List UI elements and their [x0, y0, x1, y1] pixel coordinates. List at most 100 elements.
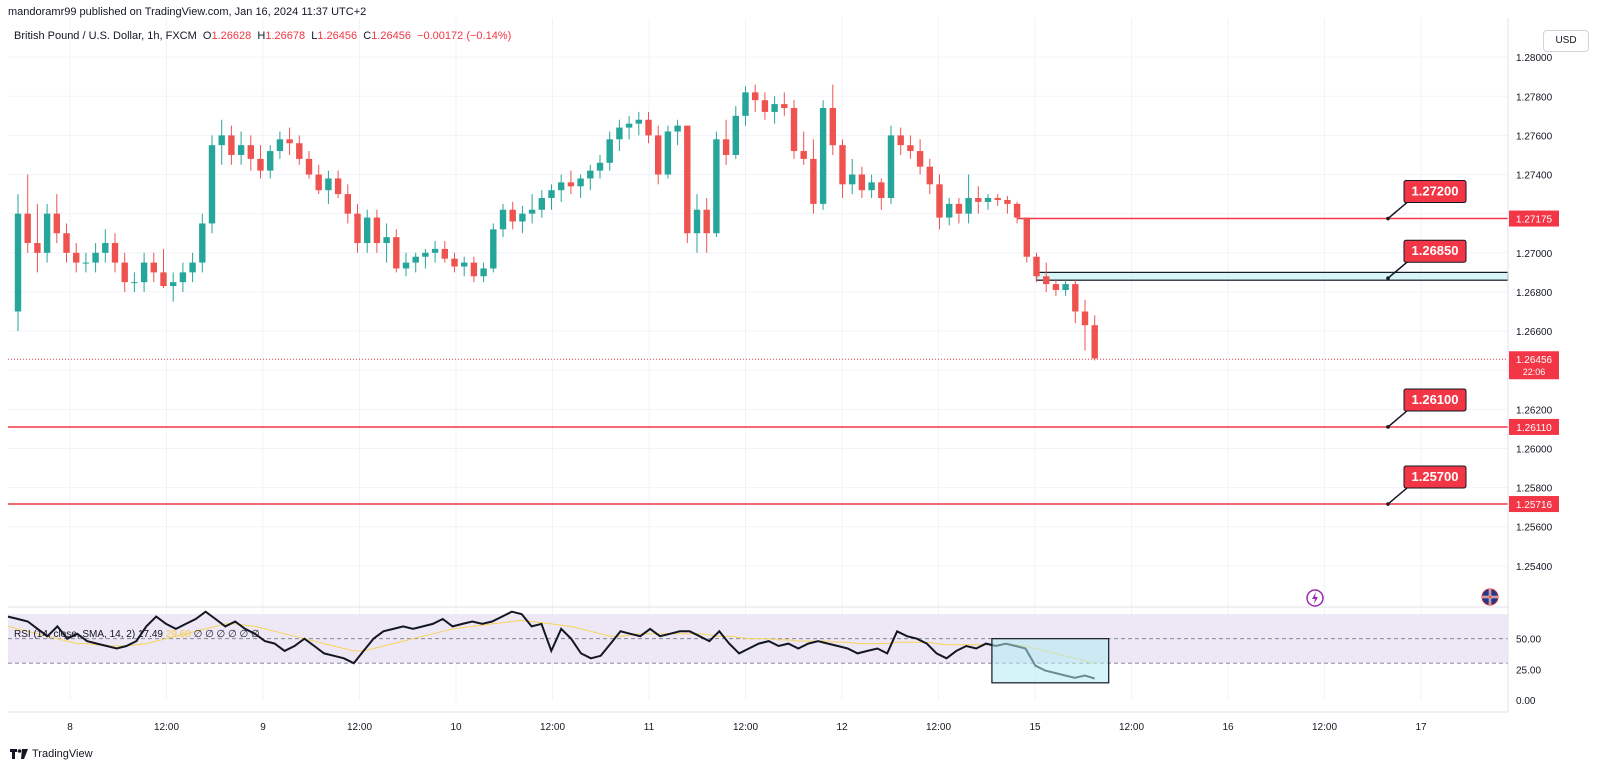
candle-body: [160, 272, 167, 287]
symbol-title: British Pound / U.S. Dollar, 1h, FXCM: [14, 30, 197, 42]
lightning-icon-ring: [1306, 589, 1324, 607]
candle-body: [955, 203, 963, 214]
y-tick-label: 1.28000: [1516, 53, 1553, 64]
candle-body: [267, 151, 274, 171]
rsi-tick-label: 25.00: [1516, 665, 1541, 676]
candle-body: [693, 209, 701, 234]
candle-body: [752, 92, 759, 101]
callout-anchor-dot: [1386, 216, 1390, 221]
candle-body: [63, 233, 70, 253]
candle-body: [499, 209, 507, 230]
open-label: O: [202, 30, 212, 42]
candle-body: [810, 158, 817, 204]
candle-body: [1052, 284, 1060, 290]
candle-body: [140, 262, 148, 283]
candle-body: [373, 217, 381, 244]
candle-body: [199, 223, 206, 263]
candle-body: [975, 198, 982, 202]
bar-countdown-label: 22:06: [1523, 367, 1546, 377]
current-price-label: 1.26456: [1516, 355, 1553, 366]
candle-body: [596, 162, 604, 171]
candle-body: [732, 115, 739, 155]
candle-body: [587, 170, 594, 179]
y-tick-label: 1.26200: [1516, 405, 1553, 416]
candle-body: [965, 198, 972, 214]
candle-body: [383, 237, 390, 244]
candle-body: [781, 104, 788, 109]
candle-body: [111, 243, 119, 263]
candle-body: [228, 135, 235, 155]
candle-body: [771, 104, 778, 112]
low-label: L: [311, 30, 318, 42]
candle-body: [334, 178, 342, 195]
candle-body: [1033, 256, 1040, 277]
candle-body: [276, 139, 284, 152]
candle-body: [364, 217, 371, 244]
candle-body: [674, 125, 681, 132]
candle-body: [354, 213, 361, 244]
candle-body: [102, 243, 109, 253]
candle-body: [305, 158, 313, 175]
candle-body: [1091, 325, 1098, 359]
y-tick-label: 1.27000: [1516, 249, 1553, 260]
candle-body: [92, 252, 99, 263]
candle-body: [558, 182, 565, 191]
callout-label: 1.26100: [1412, 392, 1459, 407]
candle-body: [664, 131, 672, 175]
candle-body: [897, 135, 904, 146]
y-tick-label: 1.25400: [1516, 562, 1553, 573]
candle-body: [237, 145, 245, 155]
y-tick-label: 1.27400: [1516, 171, 1553, 182]
callout-anchor-dot: [1386, 276, 1390, 281]
x-tick-label: 12: [836, 722, 848, 733]
candle-body: [431, 248, 439, 253]
candle-body: [470, 262, 478, 277]
rsi-value: 17.49: [137, 629, 163, 640]
axes: 1.28000 1.27800 1.27600 1.27400 1.27200 1.270…: [8, 18, 1559, 733]
candle-body: [179, 272, 187, 283]
candle-body: [907, 145, 914, 152]
candle-body: [858, 174, 866, 191]
symbol-legend: British Pound / U.S. Dollar, 1h, FXCM O1…: [14, 30, 511, 42]
price-axis-level-badge: [1509, 418, 1559, 435]
low-value: 1.26456: [317, 30, 358, 42]
candle-body: [926, 166, 933, 185]
candle-body: [131, 282, 138, 284]
price-axis-level-label: 1.25716: [1516, 500, 1553, 511]
candle-body: [43, 213, 51, 253]
candle-body: [1081, 311, 1089, 326]
rsi-line: [7, 610, 1095, 680]
candle-body: [655, 135, 662, 175]
callout-label-box: [1403, 388, 1467, 412]
rsi-ma-line: [7, 619, 1095, 665]
candle-body: [645, 119, 652, 136]
candle-body: [286, 139, 293, 144]
x-tick-label: 12:00: [1119, 722, 1144, 733]
price-levels: 1.27200 1.26850 1.26100 1.25700: [8, 180, 1509, 506]
uk-flag-icon: [1481, 588, 1499, 606]
rsi-ma-value: 29.60: [165, 629, 191, 640]
candle-body: [150, 262, 157, 273]
candle-body: [936, 184, 943, 218]
candle-body: [625, 123, 633, 128]
candle-body: [189, 262, 196, 273]
candle-body: [742, 92, 749, 116]
rsi-title: RSI (14, close, SMA, 14, 2): [14, 629, 136, 640]
close-value: 1.26456: [371, 30, 411, 42]
footer-brand[interactable]: TradingView: [10, 748, 93, 760]
candle-body: [849, 174, 856, 185]
close-label: C: [363, 30, 372, 42]
currency-button[interactable]: USD: [1543, 30, 1589, 52]
y-tick-label: 1.26600: [1516, 327, 1553, 338]
x-tick-label: 12:00: [1312, 722, 1337, 733]
candle-body: [82, 262, 90, 264]
candle-body: [402, 262, 410, 269]
candle-body: [393, 237, 400, 269]
candles: [14, 84, 1098, 361]
candle-body: [1072, 284, 1079, 312]
candle-body: [1062, 284, 1069, 290]
open-value: 1.26628: [211, 30, 252, 42]
x-tick-label: 12:00: [540, 722, 565, 733]
candle-body: [218, 135, 225, 146]
